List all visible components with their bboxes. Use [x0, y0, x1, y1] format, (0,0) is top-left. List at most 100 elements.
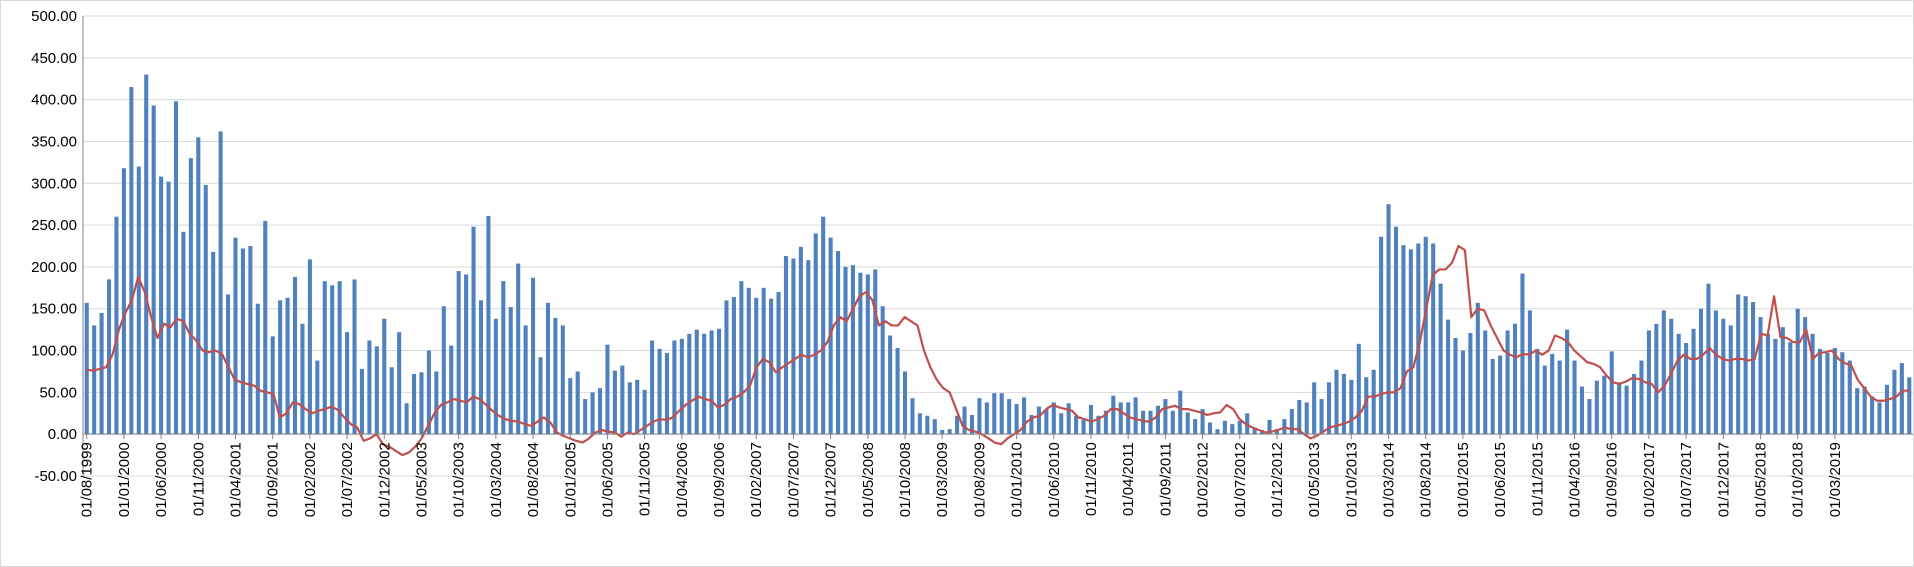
- bar: [1728, 325, 1733, 435]
- bar: [984, 402, 989, 435]
- bar: [248, 246, 253, 435]
- bar: [709, 330, 714, 435]
- bar: [1237, 420, 1242, 435]
- bar: [1252, 427, 1257, 435]
- x-tick-label: 01/12/2002: [376, 442, 393, 517]
- line-series: [86, 244, 1910, 457]
- x-tick-label: 01/11/2005: [637, 442, 654, 516]
- bar: [1825, 353, 1830, 435]
- x-tick-label: 01/03/2004: [488, 442, 505, 517]
- bar: [880, 306, 885, 435]
- bar: [1126, 402, 1131, 435]
- bar: [1081, 419, 1086, 435]
- bar: [523, 325, 528, 435]
- bar: [84, 302, 89, 435]
- x-tick-label: 01/10/2018: [1790, 442, 1807, 517]
- bar: [1021, 397, 1027, 435]
- bar: [694, 329, 699, 435]
- bar: [419, 372, 424, 435]
- bar: [1036, 406, 1041, 435]
- bar: [1014, 404, 1019, 435]
- x-tick-label: 01/02/2017: [1641, 442, 1658, 517]
- bar: [359, 368, 365, 435]
- bar: [917, 413, 922, 435]
- bar: [1795, 308, 1800, 435]
- y-tick-labels: -50.00 0.00 50.00 100.00 150.00 200.00 250.00 3…: [31, 8, 77, 485]
- bar: [456, 271, 461, 435]
- bar: [464, 274, 469, 435]
- bar: [739, 281, 744, 435]
- y-tick-label: 300.00: [31, 175, 77, 192]
- x-tick-label: 01/05/2018: [1753, 442, 1770, 517]
- bar: [821, 216, 826, 435]
- bar: [285, 297, 290, 435]
- bar: [836, 251, 841, 435]
- bar: [1163, 399, 1168, 435]
- bar: [1535, 348, 1540, 435]
- bar: [999, 393, 1004, 435]
- x-tick-label: 01/10/2008: [897, 442, 914, 517]
- bar: [1758, 317, 1763, 435]
- bar: [612, 370, 617, 435]
- x-tick-label: 01/03/2014: [1381, 442, 1398, 517]
- bar: [345, 332, 350, 435]
- bar: [1044, 409, 1049, 435]
- bar: [1393, 226, 1399, 435]
- bar: [1706, 283, 1711, 435]
- bar: [1624, 385, 1629, 435]
- bar: [1066, 403, 1071, 435]
- x-tick-label: 01/09/2001: [265, 442, 282, 517]
- x-tick-label: 01/11/2000: [190, 442, 207, 516]
- bar: [449, 345, 454, 435]
- x-tick-label: 01/06/2010: [1046, 442, 1063, 517]
- bar: [218, 131, 223, 435]
- bar: [1743, 296, 1748, 435]
- bar: [1312, 382, 1317, 435]
- bar: [761, 287, 766, 435]
- bar: [1088, 404, 1094, 435]
- bar: [865, 274, 870, 435]
- bar: [724, 300, 729, 435]
- x-tick-label: 01/01/2000: [116, 442, 133, 517]
- bar: [1059, 413, 1064, 435]
- x-tick-label: 01/07/2007: [785, 442, 802, 517]
- x-tick-label: 01/09/2006: [711, 442, 728, 517]
- bar: [426, 350, 431, 435]
- bar: [1193, 419, 1198, 435]
- y-tick-label: 450.00: [31, 50, 77, 67]
- gridlines: [83, 15, 1913, 477]
- axes: [82, 16, 1913, 476]
- x-tick-label: 01/12/2017: [1715, 442, 1732, 517]
- bar: [1178, 390, 1183, 435]
- bar: [1051, 402, 1056, 435]
- bar: [702, 333, 707, 435]
- bar: [136, 166, 141, 435]
- bar: [1579, 386, 1585, 435]
- bar: [1565, 329, 1570, 435]
- x-tick-label: 01/12/2007: [823, 442, 840, 517]
- bar: [255, 303, 260, 435]
- y-tick-label: 50.00: [39, 384, 77, 401]
- bar: [159, 176, 164, 435]
- bar: [798, 246, 803, 435]
- bar: [1609, 351, 1614, 435]
- bar: [1453, 338, 1458, 435]
- bar: [1877, 402, 1882, 435]
- bar: [1572, 360, 1577, 435]
- x-tick-label: 01/10/2013: [1343, 442, 1360, 517]
- bar: [337, 281, 342, 435]
- bar: [129, 87, 134, 435]
- x-tick-label: 01/05/2008: [860, 442, 877, 517]
- bar: [315, 360, 320, 435]
- x-tick-label: 01/03/2009: [934, 442, 951, 517]
- bar: [1602, 375, 1607, 435]
- bar: [597, 388, 603, 435]
- bar: [947, 429, 952, 435]
- bar: [1326, 382, 1332, 435]
- x-tick-label: 01/06/2015: [1492, 442, 1509, 517]
- bar: [1713, 310, 1718, 435]
- x-tick-labels: 01/08/1999 01/01/2000 01/06/2000 01/11/2000…: [79, 442, 1844, 517]
- bar: [196, 137, 201, 435]
